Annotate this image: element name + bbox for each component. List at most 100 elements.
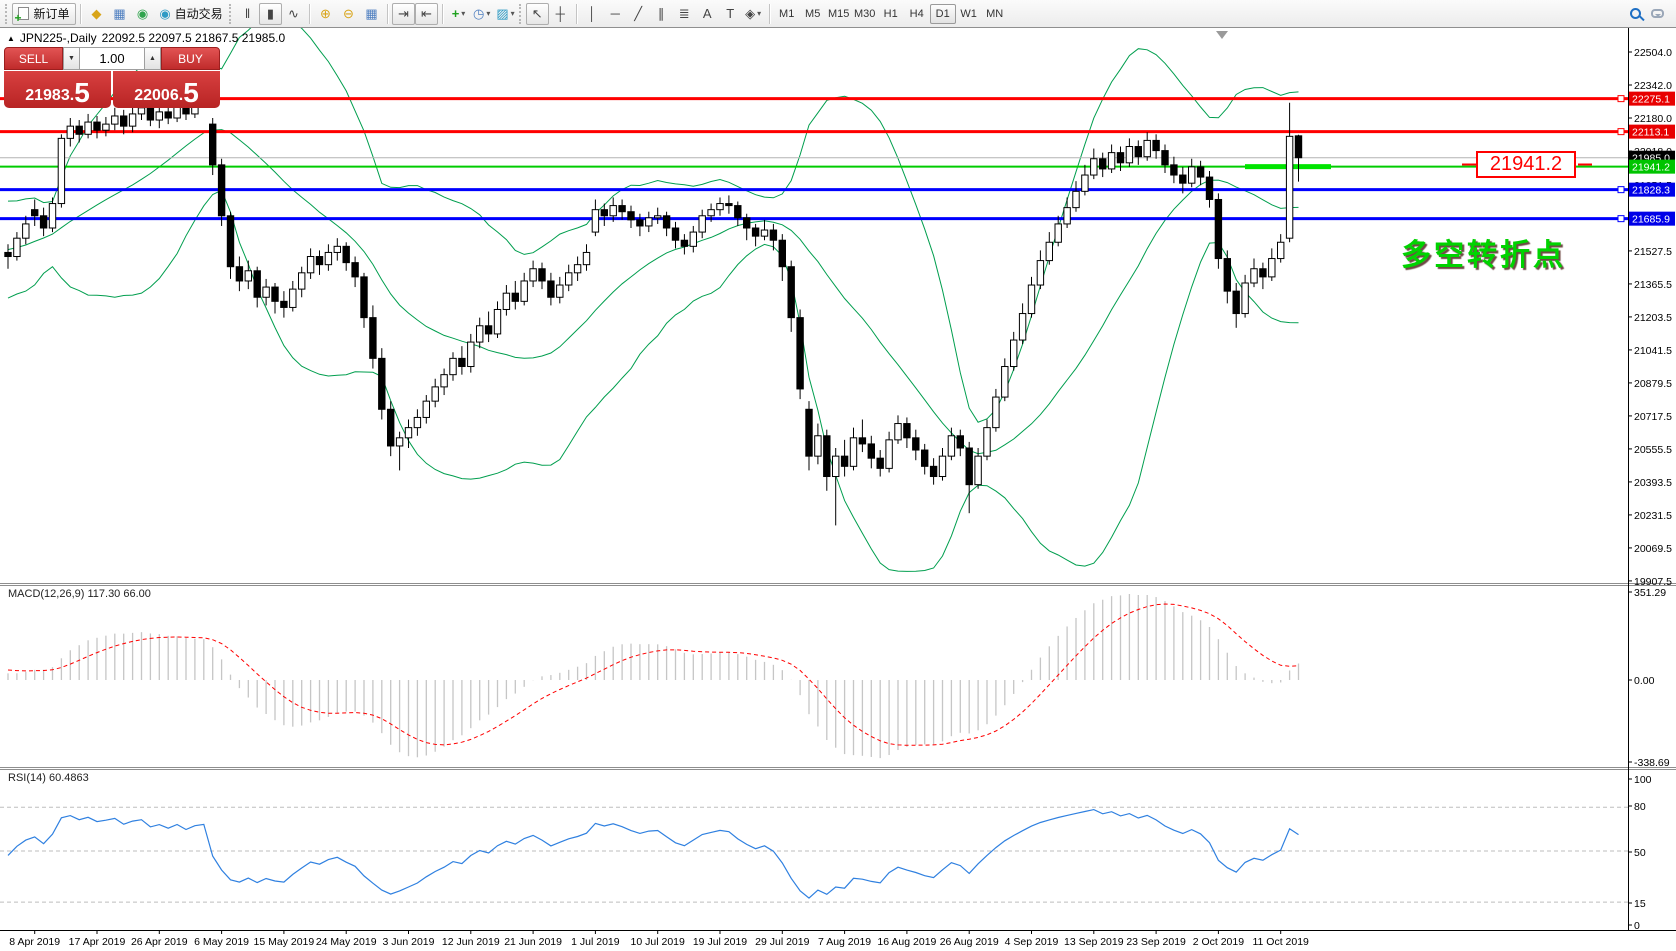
candle-body	[573, 264, 582, 274]
zoom-out-icon: ⊖	[343, 5, 354, 21]
new-order-button[interactable]: + 新订单	[12, 2, 76, 25]
buy-button[interactable]: BUY	[161, 47, 220, 70]
toolbar: + 新订单 ◆ ▦ ◉ ◉ 自动交易 ‖ ▮ ∿ ⊕ ⊖ ▦ ⇥ ⇤ + ▾ ◷ ▾…	[0, 0, 1676, 28]
chart-shift-marker-icon[interactable]	[1216, 31, 1228, 39]
candle-body	[351, 262, 359, 278]
horizontal-line-button[interactable]: ─	[604, 3, 627, 25]
line-drag-handle[interactable]	[1617, 215, 1625, 223]
periods-button[interactable]: ◷ ▾	[470, 3, 493, 25]
price-chip-text: 22275.1	[1632, 94, 1670, 106]
channel-button[interactable]: ∥	[650, 3, 673, 25]
chat-icon[interactable]	[1651, 9, 1664, 18]
volume-decrease-button[interactable]: ▼	[63, 47, 80, 70]
candle-body	[1161, 150, 1169, 166]
candle-body	[751, 227, 760, 237]
text-label-button[interactable]: T	[719, 3, 742, 25]
crosshair-button[interactable]: ┼	[549, 3, 572, 25]
sell-price-display[interactable]: 21983. 5	[4, 71, 111, 108]
text-button[interactable]: A	[696, 3, 719, 25]
candle-body	[1045, 241, 1053, 262]
line-drag-handle[interactable]	[1617, 186, 1625, 194]
price-callout-box[interactable]: 21941.2	[1476, 151, 1576, 178]
price-chip-text: 21828.3	[1632, 185, 1670, 197]
candle-body	[1116, 152, 1125, 164]
candle-body	[956, 435, 964, 449]
arrows-button[interactable]: ◈ ▾	[742, 3, 765, 25]
price-chip-text: 21941.2	[1632, 162, 1670, 174]
rsi-indicator-label: RSI(14) 60.4863	[8, 772, 89, 784]
collapse-panel-icon[interactable]: ▲	[7, 33, 15, 43]
metaeditor-button[interactable]: ◆	[85, 3, 108, 25]
date-tick-label: 24 May 2019	[316, 936, 377, 948]
candle-body	[226, 215, 235, 268]
timeframe-M5[interactable]: M5	[805, 7, 821, 20]
cursor-button[interactable]: ↖	[525, 2, 549, 25]
chart-shift-button[interactable]: ⇤	[415, 2, 438, 25]
new-chart-button[interactable]: ▦	[108, 3, 131, 25]
timeframe-M1[interactable]: M1	[779, 7, 795, 20]
timeframe-W1[interactable]: W1	[960, 7, 977, 20]
editor-icon: ◆	[91, 5, 102, 21]
separator	[387, 3, 388, 24]
indicators-button[interactable]: + ▾	[447, 3, 470, 25]
axes: 22504.022342.022180.022018.021851.521689…	[0, 28, 1676, 948]
line-chart-button[interactable]: ∿	[282, 3, 305, 25]
candle-body	[511, 292, 519, 302]
volume-increase-button[interactable]: ▲	[144, 47, 161, 70]
signals-button[interactable]: ◉	[131, 3, 154, 25]
auto-scroll-button[interactable]: ⇥	[392, 2, 415, 25]
candle-body	[395, 437, 404, 447]
candle-body	[369, 317, 377, 359]
auto-trading-button[interactable]: ◉ 自动交易	[159, 5, 223, 22]
timeframe-M30[interactable]: M30	[853, 7, 876, 20]
zoom-out-button[interactable]: ⊖	[337, 3, 360, 25]
new-order-icon: +	[14, 7, 30, 24]
candle-body	[965, 447, 973, 486]
candle-body	[128, 113, 137, 127]
line-drag-handle[interactable]	[1617, 128, 1625, 136]
zoom-in-icon: ⊕	[320, 5, 331, 21]
candlestick-chart-button[interactable]: ▮	[259, 2, 282, 25]
timeframe-MN[interactable]: MN	[986, 7, 1004, 20]
templates-button[interactable]: ▨ ▾	[493, 3, 517, 25]
timeframe-H4[interactable]: H4	[909, 7, 924, 20]
buy-price-frac: 5	[183, 77, 199, 108]
sell-button[interactable]: SELL	[4, 47, 63, 70]
turning-point-annotation[interactable]: 多空转折点	[1401, 239, 1566, 272]
sell-price-point: .	[69, 87, 75, 104]
separator	[575, 3, 577, 24]
candle-body	[404, 427, 413, 439]
price-chip	[1629, 159, 1675, 174]
line-drag-handle[interactable]	[1617, 95, 1625, 103]
candle-body	[1241, 282, 1249, 315]
candle-body	[1285, 135, 1294, 239]
timeframe-H1[interactable]: H1	[883, 7, 898, 20]
candle-body	[458, 357, 466, 368]
tile-windows-button[interactable]: ▦	[360, 3, 383, 25]
bar-chart-button[interactable]: ‖	[236, 3, 259, 25]
date-tick-label: 10 Jul 2019	[631, 936, 685, 948]
buy-price-point: .	[178, 87, 184, 104]
vertical-line-button[interactable]: │	[581, 3, 604, 25]
candle-body	[947, 435, 956, 457]
chart-shift-icon: ⇤	[421, 5, 432, 21]
fibonacci-button[interactable]: ≣	[673, 3, 696, 25]
trendline-button[interactable]: ╱	[627, 3, 650, 25]
candle-body	[1107, 152, 1116, 170]
candle-body	[31, 209, 39, 217]
rsi-line	[7, 808, 1299, 899]
ohlc-values: 22092.5 22097.5 21867.5 21985.0	[101, 31, 286, 45]
buy-price-display[interactable]: 22006. 5	[113, 71, 220, 108]
candle-body	[707, 209, 715, 217]
price-tick-label: 20555.5	[1634, 444, 1672, 456]
candle-body	[333, 245, 342, 253]
timeframe-D1[interactable]: D1	[929, 3, 956, 24]
candle-body	[698, 215, 706, 233]
candle-body	[992, 396, 1000, 429]
search-icon[interactable]	[1630, 8, 1641, 19]
candle-body	[734, 205, 742, 219]
timeframe-M15[interactable]: M15	[827, 7, 850, 20]
candlestick-icon: ▮	[266, 5, 275, 21]
zoom-in-button[interactable]: ⊕	[314, 3, 337, 25]
volume-input[interactable]: 1.00	[80, 47, 144, 70]
